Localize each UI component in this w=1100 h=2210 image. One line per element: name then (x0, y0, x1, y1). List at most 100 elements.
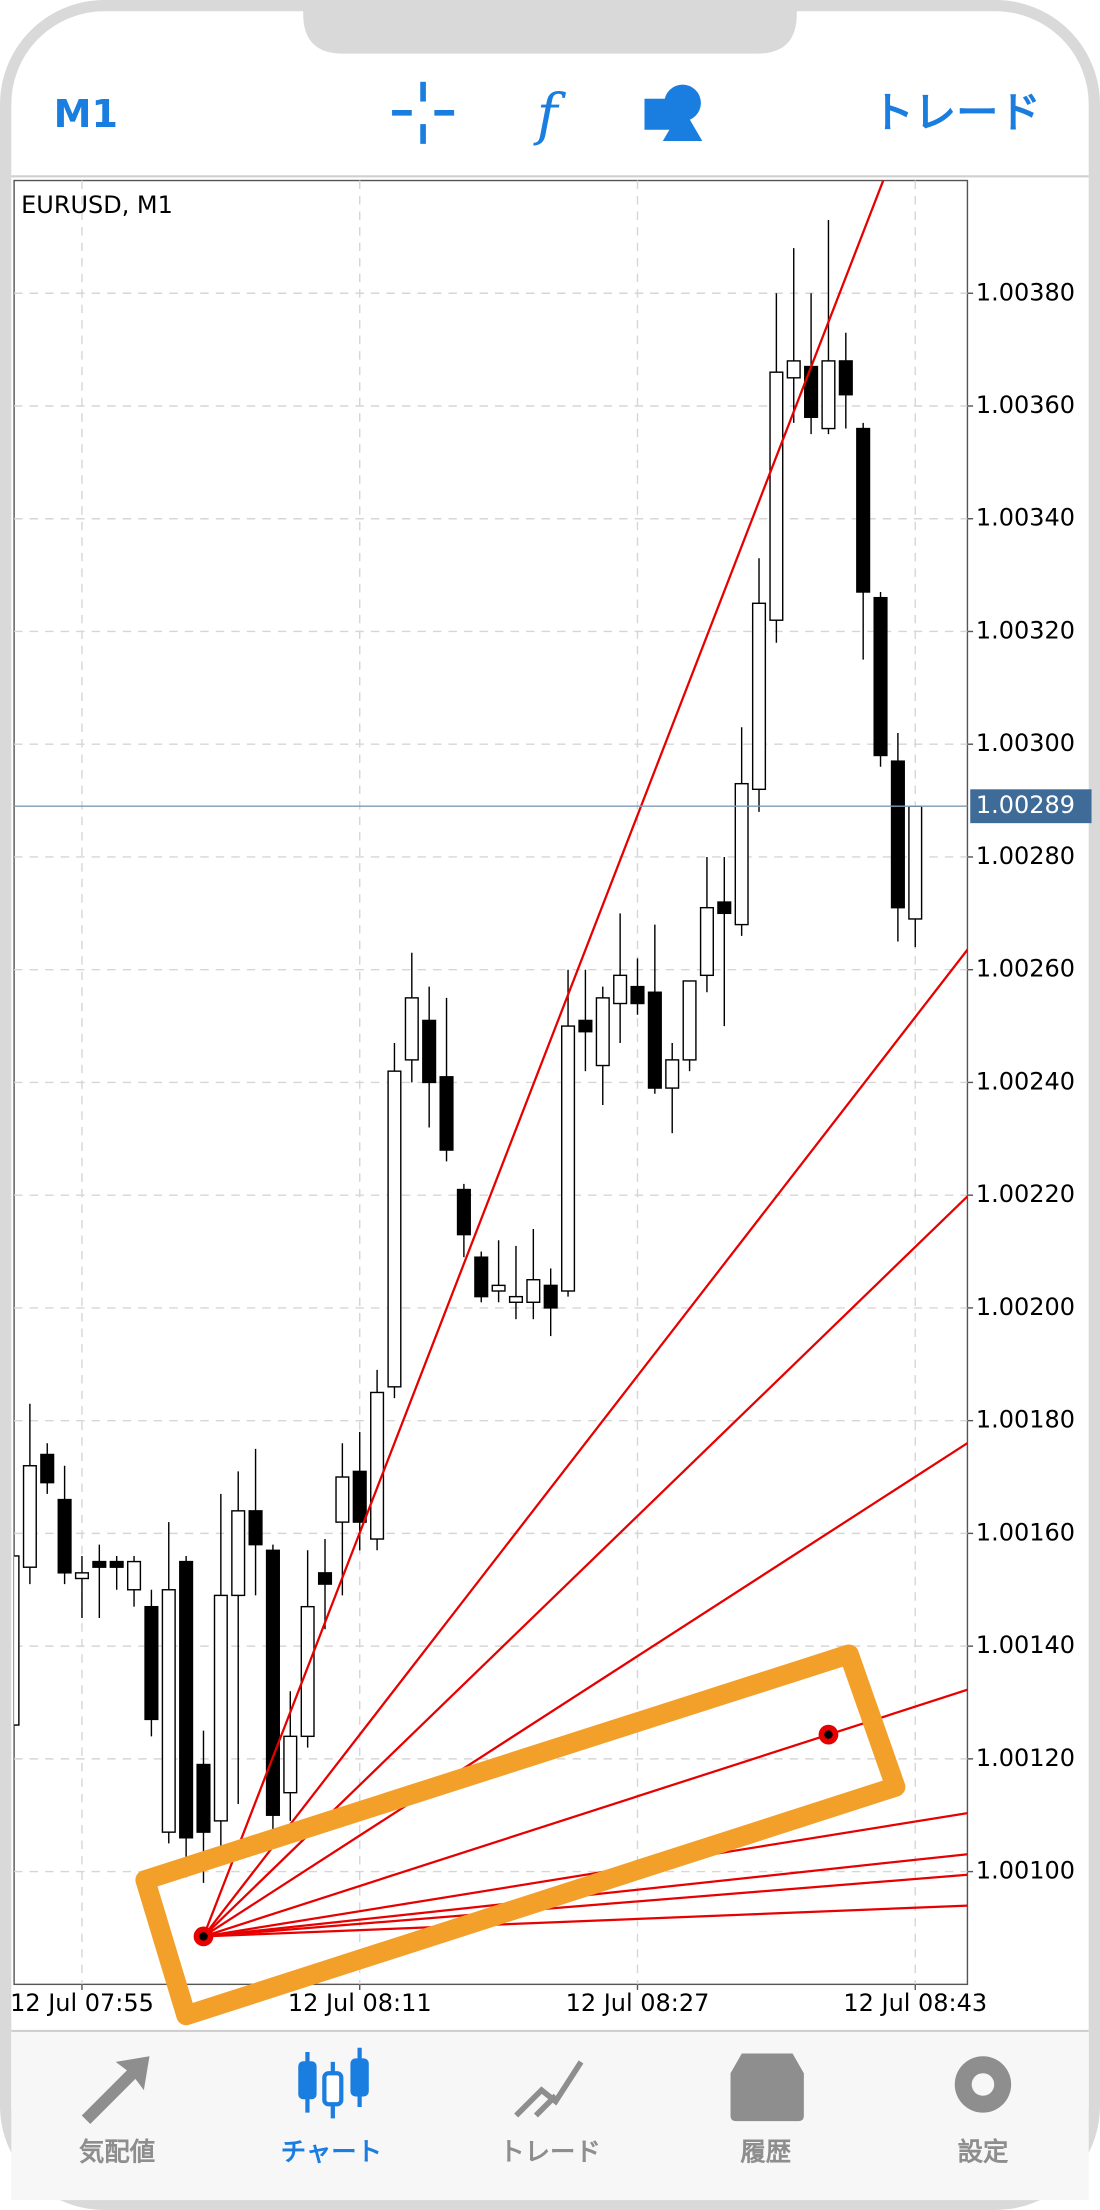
axes: 1.00100 1.00120 1.00140 1.00160 1.00180 1.002… (10, 278, 1092, 2017)
candle-body (526, 1279, 541, 1303)
candle-body (769, 371, 784, 621)
quotes-icon[interactable] (81, 2056, 150, 2124)
candle-body (908, 805, 923, 920)
candle-body (873, 596, 888, 757)
tab-label[interactable]: 設定 (958, 2137, 1009, 2167)
fan-line (203, 1688, 968, 1938)
candle-body (317, 1572, 333, 1585)
tab-label[interactable]: チャート (281, 2137, 382, 2167)
candle-body (734, 782, 749, 926)
candle-body (439, 1076, 454, 1151)
tab-label[interactable]: 気配値 (79, 2137, 155, 2167)
candle-body (508, 1295, 524, 1303)
y-tick-label: 1.00340 (976, 504, 1075, 532)
candle-body (92, 1560, 107, 1568)
highlight-box (135, 1644, 906, 2026)
fan-line (202, 180, 885, 1937)
candle-body (404, 997, 419, 1061)
x-tick-label: 12 Jul 08:11 (288, 1989, 432, 2017)
candle-body (422, 1019, 437, 1084)
y-tick-label: 1.00160 (976, 1518, 1075, 1546)
y-tick-label: 1.00120 (976, 1744, 1075, 1772)
history-icon[interactable] (730, 2053, 804, 2122)
last-price-box (970, 789, 1092, 824)
y-tick-label: 1.00200 (976, 1293, 1075, 1321)
fan-anchor-center (199, 1932, 208, 1941)
chart-title: EURUSD, M1 (21, 191, 173, 219)
candle-body (352, 1470, 367, 1523)
candle-body (248, 1510, 263, 1546)
tab-label[interactable]: 履歴 (740, 2137, 791, 2167)
notch (303, 0, 797, 54)
settings-icon[interactable] (954, 2056, 1012, 2113)
candle-body (665, 1059, 680, 1089)
y-tick-label: 1.00380 (976, 278, 1075, 306)
candle-body (821, 360, 836, 430)
candle-body (300, 1605, 315, 1738)
candle-body (14, 1555, 20, 1726)
candle-body (126, 1560, 142, 1591)
y-tick-label: 1.00240 (976, 1067, 1075, 1095)
candle-body (595, 997, 610, 1067)
timeframe-button[interactable]: M1 (54, 92, 118, 136)
candle-body (213, 1594, 228, 1822)
candle-body (786, 360, 801, 379)
candle-body (283, 1735, 298, 1794)
tab-label[interactable]: トレード (499, 2137, 600, 2167)
candle-body (699, 906, 714, 977)
candle-body (231, 1510, 246, 1597)
y-tick-label: 1.00320 (976, 616, 1075, 644)
trade-icon[interactable] (514, 2060, 584, 2118)
candle-body (265, 1549, 280, 1816)
candle-body (456, 1188, 471, 1236)
y-tick-label: 1.00280 (976, 842, 1075, 870)
candle-body (144, 1605, 159, 1721)
candle-body (161, 1589, 176, 1833)
y-tick-label: 1.00100 (976, 1857, 1075, 1885)
crosshair-icon[interactable] (392, 81, 455, 144)
objects-icon[interactable] (644, 84, 703, 142)
candle-body (890, 760, 905, 909)
candle-body (179, 1560, 194, 1839)
candle-body (682, 980, 697, 1061)
y-tick-label: 1.00140 (976, 1631, 1075, 1659)
trade-button[interactable]: トレード (872, 88, 1041, 137)
candle-body (751, 602, 767, 791)
chart: EURUSD, M1 1.001001.001201.001401.001601… (10, 179, 1092, 2017)
fan-line (202, 1194, 968, 1938)
fan-line (203, 1904, 968, 1938)
fan-line (203, 1873, 968, 1938)
candle-body (387, 1070, 402, 1388)
candle-body (560, 1025, 576, 1292)
y-tick-label: 1.00220 (976, 1180, 1075, 1208)
candle-body (856, 427, 871, 593)
tab-bar (11, 2030, 1089, 2201)
candle-body (474, 1256, 489, 1298)
candle-body (838, 360, 853, 396)
candle-body (491, 1284, 506, 1292)
candle-body (647, 991, 662, 1089)
candle-body (613, 974, 628, 1005)
last-price-label: 1.00289 (976, 791, 1075, 819)
x-tick-label: 12 Jul 08:27 (566, 1989, 710, 2017)
y-tick-label: 1.00300 (976, 729, 1075, 757)
candles (14, 219, 923, 1883)
candle-body (22, 1465, 37, 1568)
fan-anchor-center (824, 1730, 833, 1739)
candle-body (196, 1763, 211, 1833)
chart-icon[interactable] (298, 2047, 369, 2119)
candle-body (630, 985, 645, 1005)
candle-body (804, 365, 819, 418)
candle-body (578, 1019, 593, 1033)
candle-body (74, 1572, 90, 1580)
y-tick-label: 1.00180 (976, 1406, 1075, 1434)
candle-body (335, 1476, 350, 1523)
candle-body (109, 1560, 124, 1568)
candle-body (717, 901, 732, 915)
fan-line (202, 1441, 968, 1938)
y-tick-label: 1.00260 (976, 955, 1075, 983)
y-tick-label: 1.00360 (976, 391, 1075, 419)
candle-body (40, 1453, 55, 1484)
